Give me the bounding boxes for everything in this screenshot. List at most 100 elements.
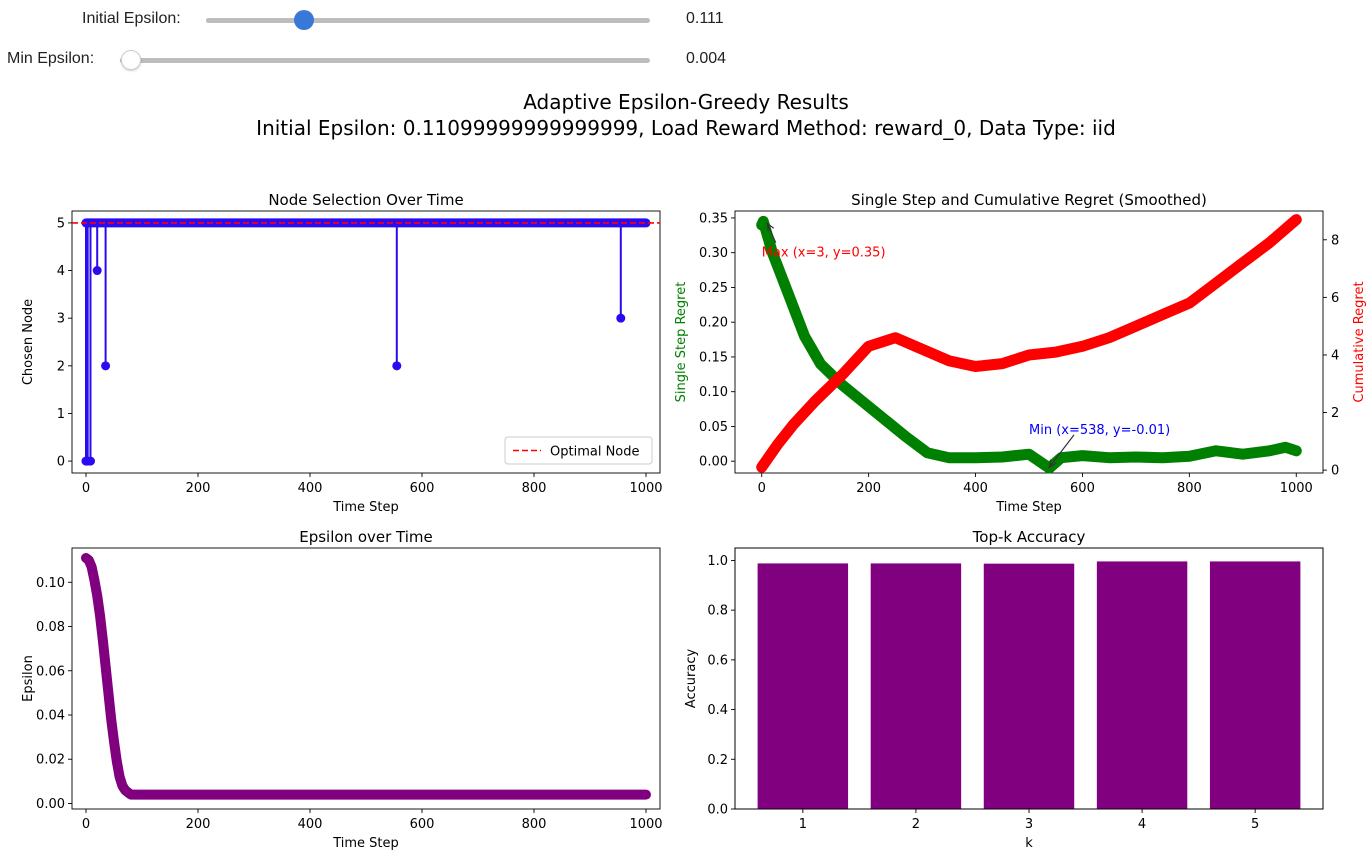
cumulative-regret-line [756,214,1302,473]
min-epsilon-value: 0.004 [686,50,727,67]
regret-chart-ylabel-left: Single Step Regret [674,282,689,403]
topk-chart-ytick-label: 0.0 [707,803,728,818]
node-chart-xtick-label: 600 [410,481,435,496]
epsilon-chart-xtick-label: 0 [82,817,90,832]
epsilon-chart-frame [71,547,661,810]
topk-chart-ytick-label: 0.4 [707,703,728,718]
regret-chart-ytick-label: 8 [1331,233,1339,248]
regret-chart-xtick-label: 0 [758,481,766,496]
topk-chart-xtick-label: 5 [1251,817,1259,832]
epsilon-chart-ytick-label: 0.00 [36,797,65,812]
regret-chart-ytick-label: 2 [1331,406,1339,421]
epsilon-chart-ytick-label: 0.04 [36,708,65,723]
topk-chart-xtick-label: 1 [799,817,807,832]
topk-bar [870,563,962,809]
node-selection-chart: 0 200 400 600 800 1000 0 1 2 3 4 5 Node Selection Ov… [21,191,663,515]
topk-chart-ytick-label: 1.0 [707,554,728,569]
regret-chart-ytick-label: 0.20 [699,316,728,331]
node-legend-label: Optimal Node [550,445,640,460]
topk-bar [1096,561,1188,809]
epsilon-chart-xtick-label: 800 [522,817,547,832]
node-chart-title: Node Selection Over Time [268,191,463,209]
regret-chart-ytick-label: 0.15 [699,350,728,365]
epsilon-chart: 0 200 400 600 800 1000 0.00 0.02 0.04 0.06 0.08 0.1… [21,528,663,851]
topk-chart-frame-overlay [734,547,1324,810]
topk-chart-xtick-label: 3 [1025,817,1033,832]
min-epsilon-track[interactable] [120,50,650,70]
node-chart-ylabel: Chosen Node [21,299,36,385]
topk-chart-ytick-label: 0.6 [707,653,728,668]
initial-epsilon-value: 0.111 [686,10,724,27]
topk-chart-ytick-label: 0.2 [707,753,728,768]
epsilon-chart-xtick-label: 400 [298,817,323,832]
node-point [101,361,111,371]
epsilon-chart-ytick-label: 0.02 [36,753,65,768]
node-chart-ytick-label: 2 [57,359,65,374]
topk-chart-ylabel: Accuracy [684,649,699,709]
epsilon-chart-xtick-label: 600 [410,817,435,832]
regret-chart-frame [734,210,1324,474]
min-epsilon-thumb[interactable] [120,50,141,70]
topk-bar [757,563,849,809]
node-chart-xlabel: Time Step [332,500,399,515]
topk-bar [983,563,1075,809]
node-point [92,266,102,276]
regret-chart-ytick-label: 4 [1331,348,1339,363]
regret-chart-ytick-label: 0.10 [699,385,728,400]
annotation-arrowhead [1048,459,1057,469]
regret-chart: 0 200 400 600 800 1000 0.00 0.05 0.10 0.15 0.20 0.2… [674,191,1367,515]
regret-chart-ytick-label: 0.00 [699,455,728,470]
node-chart-xtick-label: 800 [522,481,547,496]
min-epsilon-slider-row: Min Epsilon: 0.004 [0,45,760,75]
node-chart-xtick-label: 1000 [629,481,662,496]
epsilon-chart-title: Epsilon over Time [299,528,433,546]
node-point [85,456,95,466]
node-chart-ytick-label: 1 [57,407,65,422]
epsilon-line [81,553,651,800]
node-chart-ytick-label: 0 [57,455,65,470]
annotation-arrow [766,223,777,243]
node-chart-ytick-label: 4 [57,264,65,279]
regret-chart-ytick-label: 6 [1331,291,1339,306]
regret-chart-ytick-label: 0.25 [699,281,728,296]
annotation-arrow [1048,434,1075,468]
node-chart-xtick-label: 400 [298,481,323,496]
regret-chart-ytick-label: 0.30 [699,246,728,261]
regret-chart-ytick-label: 0 [1331,464,1339,479]
regret-chart-xtick-label: 1000 [1280,481,1313,496]
regret-chart-ytick-label: 0.05 [699,420,728,435]
epsilon-chart-ytick-label: 0.06 [36,664,65,679]
topk-chart-xtick-label: 2 [912,817,920,832]
initial-epsilon-fill [206,18,304,23]
min-epsilon-label: Min Epsilon: [7,50,95,67]
initial-epsilon-track[interactable] [206,10,650,30]
regret-chart-ytick-label: 0.35 [699,211,728,226]
topk-chart-ytick-label: 0.8 [707,604,728,619]
figure-suptitle-line1: Adaptive Epsilon-Greedy Results [523,90,849,114]
epsilon-chart-xtick-label: 1000 [629,817,662,832]
node-chart-xtick-label: 0 [82,481,90,496]
epsilon-chart-xtick-label: 200 [186,817,211,832]
regret-chart-xtick-label: 200 [856,481,881,496]
regret-chart-xlabel: Time Step [995,500,1062,515]
regret-chart-xtick-label: 600 [1070,481,1095,496]
node-chart-ytick-label: 5 [57,216,65,231]
initial-epsilon-slider-row: Initial Epsilon: 0.111 [0,5,760,35]
regret-chart-xtick-label: 800 [1177,481,1202,496]
regret-chart-xtick-label: 400 [963,481,988,496]
figure-suptitle-line2: Initial Epsilon: 0.11099999999999999, Lo… [256,116,1116,140]
node-point [616,313,626,323]
initial-epsilon-thumb[interactable] [293,10,314,30]
topk-accuracy-chart: 1 2 3 4 5 0.0 0.2 0.4 0.6 0.8 1.0 Top-k Accuracy k Ac… [684,528,1324,851]
initial-epsilon-label: Initial Epsilon: [82,10,181,27]
epsilon-chart-ytick-label: 0.08 [36,620,65,635]
topk-bar [1209,561,1301,809]
epsilon-chart-ylabel: Epsilon [21,655,36,702]
node-chart-xtick-label: 200 [186,481,211,496]
single-step-regret-line [756,215,1302,474]
epsilon-chart-xlabel: Time Step [332,836,399,851]
node-point [392,361,402,371]
node-chart-ytick-label: 3 [57,312,65,327]
annotation-arrowhead [766,222,775,232]
